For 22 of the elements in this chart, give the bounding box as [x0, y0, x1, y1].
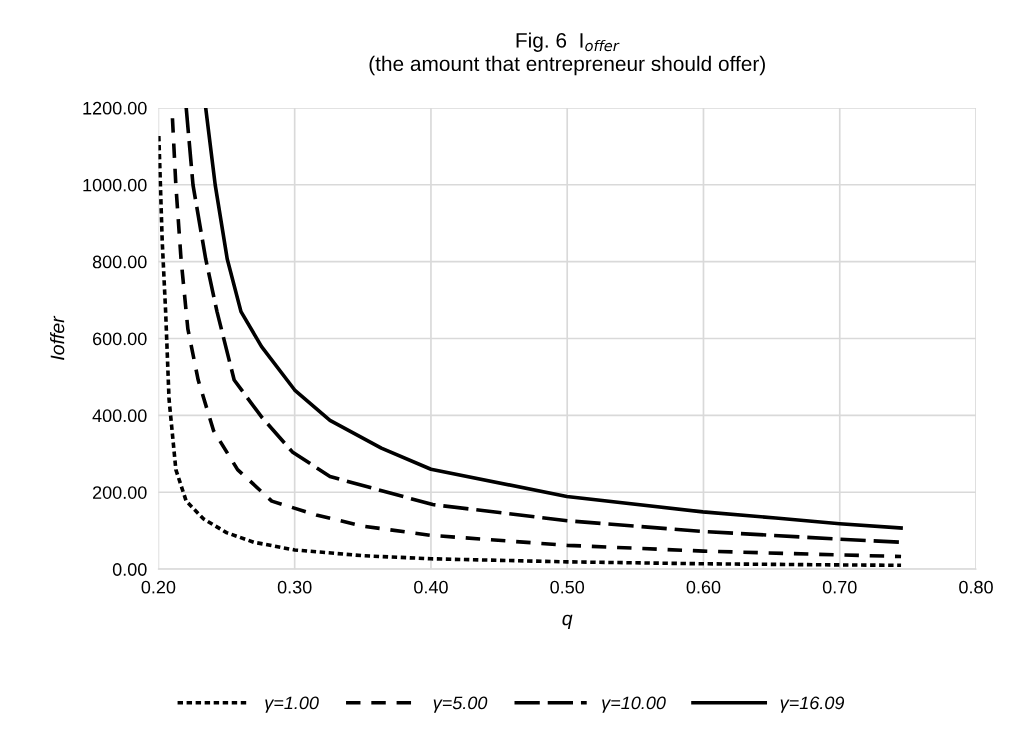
- x-tick-label: 0.70: [822, 580, 857, 594]
- x-tick-label: 0.40: [414, 580, 448, 594]
- y-tick-label: 1200.00: [83, 101, 147, 115]
- x-axis-title: q: [562, 614, 573, 630]
- y-tick-label: 800.00: [92, 255, 147, 269]
- y-axis-title: Ioffer: [50, 315, 65, 360]
- x-tick-label: 0.20: [141, 580, 176, 594]
- legend-label: γ=16.09: [780, 696, 845, 713]
- legend-label: γ=10.00: [602, 696, 666, 713]
- x-tick-label: 0.80: [959, 580, 993, 594]
- legend-label: γ=1.00: [265, 696, 319, 713]
- x-tick-label: 0.30: [277, 580, 312, 594]
- y-tick-label: 1000.00: [83, 178, 147, 192]
- x-tick-label: 0.60: [686, 580, 721, 594]
- legend-label: γ=5.00: [433, 696, 488, 713]
- x-tick-label: 0.50: [550, 580, 585, 594]
- y-tick-label: 0.00: [112, 563, 147, 576]
- chart-title: Fig. 6 I$_{offer}$: [516, 32, 620, 52]
- y-tick-label: 200.00: [92, 486, 147, 499]
- y-tick-label: 600.00: [93, 332, 147, 346]
- y-tick-label: 400.00: [92, 409, 147, 423]
- chart-subtitle: (the amount that entrepreneur should offer): [369, 55, 765, 76]
